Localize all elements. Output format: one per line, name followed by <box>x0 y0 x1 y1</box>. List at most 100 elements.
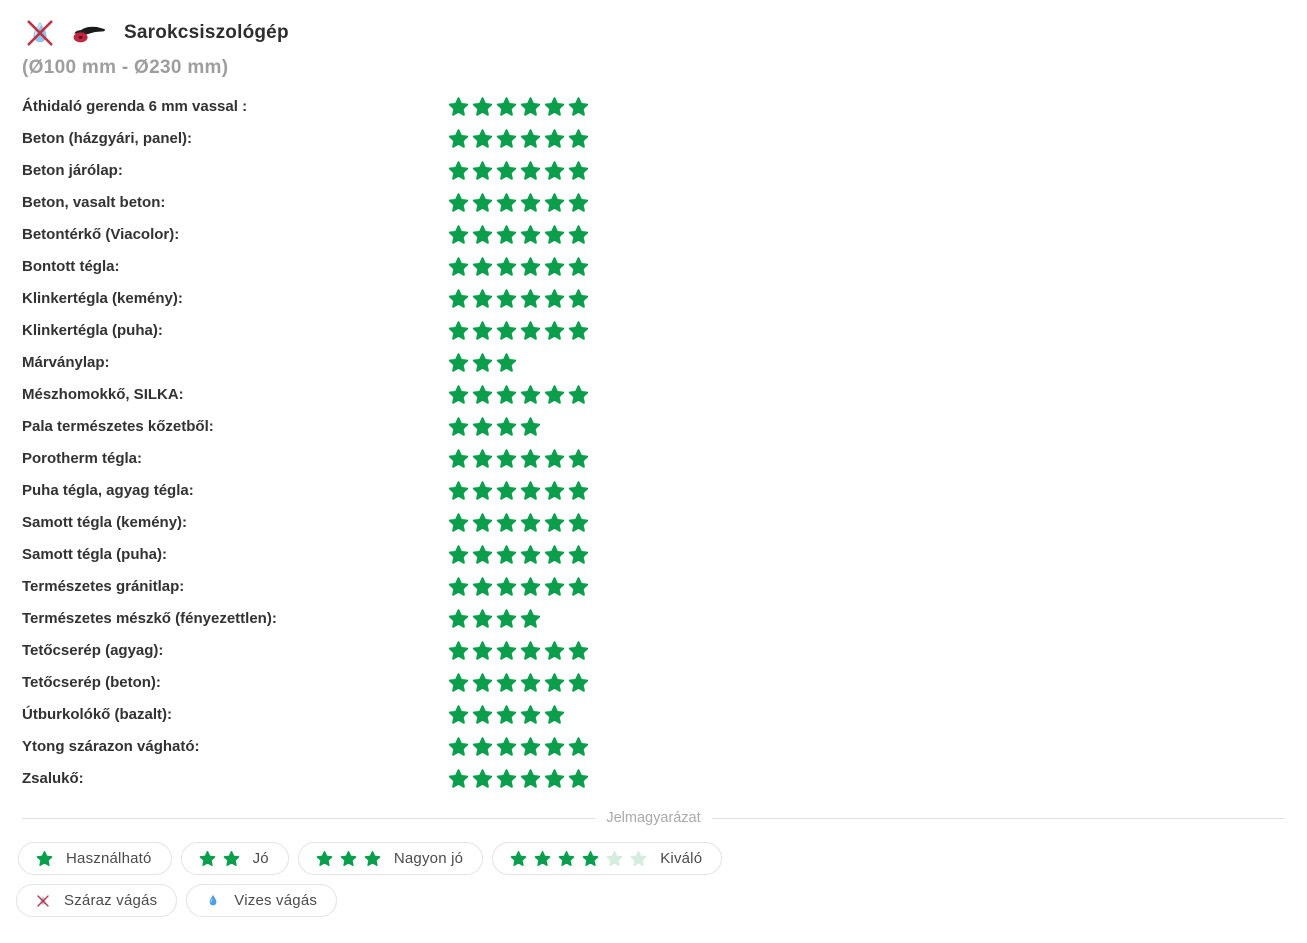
star-icon <box>544 448 565 468</box>
legend-rating-pill: Jó <box>180 842 289 875</box>
star-icon <box>568 448 589 468</box>
star-icon <box>472 320 493 340</box>
material-label: Zsalukő: <box>22 769 84 787</box>
star-icon <box>534 850 551 867</box>
star-icon <box>448 640 469 660</box>
angle-grinder-icon <box>70 19 108 47</box>
star-icon <box>472 96 493 116</box>
rating-stars <box>448 640 589 661</box>
star-icon <box>496 192 517 212</box>
rating-stars <box>448 224 589 245</box>
legend-ratings: Használható Jó Nagyon jó Kiváló <box>18 842 1285 875</box>
rating-stars <box>199 850 240 867</box>
star-icon <box>568 512 589 532</box>
material-row: Klinkertégla (kemény): <box>22 282 1285 314</box>
star-icon <box>544 512 565 532</box>
star-icon <box>520 608 541 628</box>
star-icon <box>496 736 517 756</box>
legend-cutting-pill: Száraz vágás <box>16 884 178 917</box>
header: Sarokcsiszológép <box>24 16 1285 50</box>
star-icon <box>568 320 589 340</box>
star-icon <box>568 192 589 212</box>
rating-stars <box>448 736 589 757</box>
rating-stars <box>448 256 589 277</box>
star-icon <box>448 544 469 564</box>
rating-stars <box>316 850 381 867</box>
star-icon <box>472 352 493 372</box>
rating-stars <box>448 96 589 117</box>
material-row: Porotherm tégla: <box>22 442 1285 474</box>
star-icon <box>472 160 493 180</box>
rating-stars <box>448 512 589 533</box>
star-icon <box>496 384 517 404</box>
material-label: Áthidaló gerenda 6 mm vassal : <box>22 97 248 115</box>
material-row: Beton (házgyári, panel): <box>22 122 1285 154</box>
legend-rating-label: Használható <box>66 850 152 867</box>
star-icon <box>448 224 469 244</box>
material-label: Beton járólap: <box>22 161 123 179</box>
star-icon <box>520 480 541 500</box>
star-icon <box>496 128 517 148</box>
star-icon <box>340 850 357 867</box>
star-icon <box>520 256 541 276</box>
legend-title: Jelmagyarázat <box>606 810 701 826</box>
star-icon <box>472 288 493 308</box>
star-icon <box>472 768 493 788</box>
star-icon <box>448 416 469 436</box>
star-icon <box>544 256 565 276</box>
material-label: Természetes gránitlap: <box>22 577 185 595</box>
rating-stars <box>36 850 53 867</box>
dry-cutting-icon <box>34 891 51 911</box>
star-icon <box>472 384 493 404</box>
star-icon <box>544 224 565 244</box>
rating-stars <box>448 160 589 181</box>
rating-stars <box>448 576 589 597</box>
star-icon <box>448 512 469 532</box>
star-icon <box>36 850 53 867</box>
material-row: Tetőcserép (agyag): <box>22 634 1285 666</box>
star-icon <box>568 544 589 564</box>
star-icon <box>496 288 517 308</box>
rating-stars <box>448 128 589 149</box>
star-icon <box>472 736 493 756</box>
material-row: Bontott tégla: <box>22 250 1285 282</box>
star-icon <box>630 850 647 867</box>
star-icon <box>520 320 541 340</box>
star-icon <box>520 288 541 308</box>
star-icon <box>520 736 541 756</box>
star-icon <box>496 96 517 116</box>
star-icon <box>448 192 469 212</box>
star-icon <box>544 544 565 564</box>
star-icon <box>496 608 517 628</box>
star-icon <box>223 850 239 867</box>
star-icon <box>606 850 623 867</box>
star-icon <box>472 640 493 660</box>
star-icon <box>448 320 469 340</box>
star-icon <box>472 192 493 212</box>
star-icon <box>544 768 565 788</box>
material-label: Porotherm tégla: <box>22 449 143 467</box>
star-icon <box>472 224 493 244</box>
star-icon <box>568 736 589 756</box>
material-label: Tetőcserép (beton): <box>22 673 161 691</box>
rating-stars <box>448 704 565 725</box>
star-icon <box>316 850 333 867</box>
legend-rating-label: Jó <box>252 850 269 867</box>
star-icon <box>510 850 527 867</box>
legend-cutting-label: Száraz vágás <box>64 892 158 909</box>
material-label: Betontérkő (Viacolor): <box>22 225 180 243</box>
star-icon <box>544 640 565 660</box>
materials-list: Áthidaló gerenda 6 mm vassal : Beton (ház… <box>22 90 1285 794</box>
legend-rating-pill: Nagyon jó <box>297 842 484 875</box>
star-icon <box>582 850 599 867</box>
star-icon <box>472 512 493 532</box>
material-row: Természetes gránitlap: <box>22 570 1285 602</box>
star-icon <box>544 672 565 692</box>
star-icon <box>520 416 541 436</box>
star-icon <box>496 640 517 660</box>
star-icon <box>472 448 493 468</box>
star-icon <box>520 512 541 532</box>
material-row: Útburkolókő (bazalt): <box>22 698 1285 730</box>
star-icon <box>520 448 541 468</box>
star-icon <box>496 768 517 788</box>
